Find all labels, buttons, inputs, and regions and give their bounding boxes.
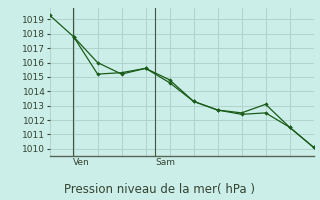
- Text: Ven: Ven: [73, 158, 90, 167]
- Text: Sam: Sam: [155, 158, 175, 167]
- Text: Pression niveau de la mer( hPa ): Pression niveau de la mer( hPa ): [65, 183, 255, 196]
